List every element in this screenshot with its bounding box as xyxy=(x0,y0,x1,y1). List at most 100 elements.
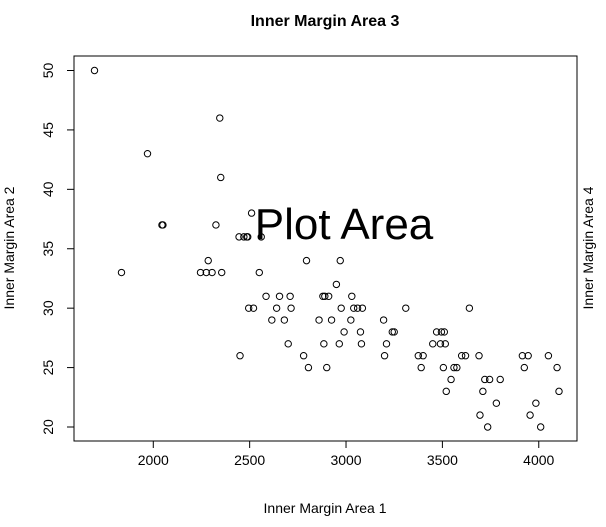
data-point xyxy=(286,292,294,300)
data-point xyxy=(437,328,446,336)
y-tick-label: 50 xyxy=(40,63,56,79)
data-point xyxy=(340,328,348,336)
x-tick-label: 3000 xyxy=(330,452,361,468)
data-point xyxy=(524,352,532,360)
data-point xyxy=(441,340,449,348)
data-point xyxy=(284,340,292,348)
data-point xyxy=(358,304,367,312)
data-point xyxy=(390,328,398,336)
data-point xyxy=(143,149,152,158)
data-point xyxy=(382,340,391,348)
data-point xyxy=(217,173,225,182)
data-point xyxy=(280,316,289,324)
data-point xyxy=(440,328,449,336)
data-point xyxy=(348,292,356,300)
data-point xyxy=(320,340,328,348)
data-point xyxy=(275,292,284,300)
data-point xyxy=(235,233,243,241)
data-point xyxy=(526,411,534,419)
data-point xyxy=(417,363,425,372)
data-point xyxy=(553,363,561,372)
data-point xyxy=(90,66,99,75)
data-point xyxy=(461,352,470,360)
data-point xyxy=(321,292,329,300)
data-point xyxy=(520,363,529,372)
x-tick-label: 2000 xyxy=(138,452,169,468)
data-point xyxy=(159,221,167,229)
data-point xyxy=(249,304,258,312)
data-point xyxy=(247,209,256,217)
data-point xyxy=(218,268,226,277)
data-point xyxy=(357,340,366,348)
data-point xyxy=(332,280,341,289)
x-tick-label: 4000 xyxy=(523,452,554,468)
data-point xyxy=(257,233,265,241)
data-point xyxy=(350,304,358,312)
x-axis: 2000 2500 3000 3500 4000 xyxy=(138,440,555,468)
data-point xyxy=(299,352,308,360)
data-point xyxy=(457,352,466,360)
data-point xyxy=(442,387,450,396)
data-point xyxy=(479,387,487,396)
y-tick-label: 40 xyxy=(40,181,56,197)
data-point xyxy=(414,352,423,360)
data-point xyxy=(196,268,205,277)
data-point xyxy=(518,352,527,360)
data-point xyxy=(255,268,263,277)
data-point xyxy=(555,387,563,396)
y-axis-label: Inner Margin Area 2 xyxy=(1,186,17,309)
data-point xyxy=(315,316,323,324)
y-axis: 20 25 30 35 40 45 50 xyxy=(40,63,75,435)
data-point xyxy=(244,304,253,312)
y-tick-label: 25 xyxy=(40,360,56,376)
data-point xyxy=(388,328,396,336)
data-point xyxy=(336,256,344,265)
data-point xyxy=(287,304,295,312)
data-point xyxy=(268,316,276,324)
right-margin-label: Inner Margin Area 4 xyxy=(580,186,596,309)
plot-area-annotation: Plot Area xyxy=(255,200,434,249)
data-point xyxy=(544,352,553,360)
chart-title: Inner Margin Area 3 xyxy=(251,13,400,30)
data-point xyxy=(532,399,540,407)
data-point xyxy=(202,268,210,277)
data-point xyxy=(323,363,331,372)
data-point xyxy=(240,233,248,241)
data-point xyxy=(353,304,362,312)
data-point xyxy=(429,340,437,348)
data-points xyxy=(90,66,563,431)
data-point xyxy=(327,316,336,324)
y-tick-label: 20 xyxy=(40,419,56,435)
data-point xyxy=(496,375,504,384)
data-point xyxy=(208,268,216,277)
data-point xyxy=(402,304,410,312)
x-tick-label: 2500 xyxy=(234,452,265,468)
data-point xyxy=(476,411,484,419)
data-point xyxy=(347,316,355,324)
x-axis-label: Inner Margin Area 1 xyxy=(264,500,387,516)
x-tick-label: 3500 xyxy=(427,452,458,468)
data-point xyxy=(439,363,448,372)
data-point xyxy=(117,268,126,277)
data-point xyxy=(481,375,489,384)
data-point xyxy=(380,352,389,360)
data-point xyxy=(236,352,244,360)
data-point xyxy=(212,221,220,229)
data-point xyxy=(432,328,441,336)
data-point xyxy=(262,292,270,300)
data-point xyxy=(324,292,333,300)
data-point xyxy=(536,423,545,431)
data-point xyxy=(475,352,483,360)
data-point xyxy=(272,304,281,312)
y-tick-label: 35 xyxy=(40,241,56,257)
data-point xyxy=(379,316,388,324)
data-point xyxy=(244,233,252,241)
data-point xyxy=(436,340,445,348)
data-point xyxy=(450,363,458,372)
data-point xyxy=(419,352,427,360)
data-point xyxy=(335,340,343,348)
y-tick-label: 45 xyxy=(40,122,56,138)
data-point xyxy=(337,304,345,312)
data-point xyxy=(492,399,501,407)
